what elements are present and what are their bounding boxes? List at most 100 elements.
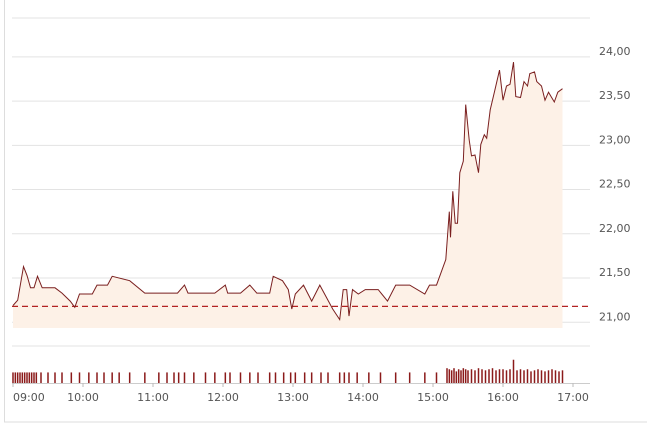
volume-bar xyxy=(344,372,346,383)
y-tick-label: 23,00 xyxy=(599,133,631,146)
volume-bar xyxy=(184,372,186,383)
volume-bar xyxy=(520,369,522,383)
volume-bar xyxy=(488,369,490,383)
volume-bar xyxy=(478,368,480,383)
volume-bar xyxy=(506,370,508,383)
volume-bar xyxy=(36,372,38,383)
volume-bar xyxy=(537,369,539,383)
volume-bar xyxy=(502,369,504,383)
volume-bar xyxy=(225,372,227,383)
volume-bar xyxy=(327,372,329,383)
volume-bar xyxy=(103,372,105,383)
y-tick-label: 23,50 xyxy=(599,89,631,102)
x-tick-label: 12:00 xyxy=(207,391,239,404)
volume-bar xyxy=(548,370,550,383)
volume-bar xyxy=(481,369,483,383)
volume-bar xyxy=(527,369,529,383)
volume-bar xyxy=(257,372,259,383)
volume-bar xyxy=(193,372,195,383)
volume-bar xyxy=(61,372,63,383)
volume-bar xyxy=(458,369,460,383)
volume-bar xyxy=(111,372,113,383)
volume-bar xyxy=(96,372,98,383)
volume-bar xyxy=(467,370,469,383)
x-tick-label: 17:00 xyxy=(557,391,589,404)
volume-bar xyxy=(339,372,341,383)
y-tick-label: 21,50 xyxy=(599,266,631,279)
volume-bar xyxy=(465,369,467,383)
y-tick-label: 22,50 xyxy=(599,178,631,191)
volume-bar xyxy=(523,370,525,383)
volume-bar xyxy=(356,372,358,383)
volume-bar xyxy=(295,372,297,383)
volume-bar xyxy=(33,372,35,383)
volume-bar xyxy=(88,372,90,383)
volume-bar xyxy=(26,372,28,383)
volume-bar xyxy=(240,372,242,383)
volume-bar xyxy=(214,372,216,383)
volume-bar xyxy=(269,372,271,383)
volume-bar xyxy=(492,368,494,383)
y-tick-label: 21,00 xyxy=(599,310,631,323)
volume-bar xyxy=(541,370,543,383)
volume-bar xyxy=(555,370,557,383)
volume-bar xyxy=(15,372,16,383)
volume-bar xyxy=(513,360,515,383)
volume-bar xyxy=(311,372,313,383)
volume-bar xyxy=(47,372,49,383)
volume-bar xyxy=(40,372,42,383)
volume-bar xyxy=(409,372,411,383)
volume-bar xyxy=(31,372,32,383)
volume-bar xyxy=(54,372,56,383)
volume-bar xyxy=(451,370,453,383)
volume-bar xyxy=(166,372,168,383)
y-tick-label: 24,00 xyxy=(599,45,631,58)
volume-bar xyxy=(509,369,511,383)
x-tick-label: 14:00 xyxy=(347,391,379,404)
x-tick-label: 13:00 xyxy=(277,391,309,404)
volume-bar xyxy=(516,370,518,383)
volume-bar xyxy=(173,372,175,383)
volume-bar xyxy=(12,372,14,383)
x-tick-label: 11:00 xyxy=(137,391,169,404)
volume-bar xyxy=(79,372,81,383)
volume-bar xyxy=(456,371,458,383)
volume-bar xyxy=(453,368,455,383)
volume-bar xyxy=(348,372,350,383)
volume-bar xyxy=(436,372,438,383)
volume-bar xyxy=(424,372,426,383)
volume-bar xyxy=(562,370,564,383)
volume-bar xyxy=(22,372,24,383)
volume-bar xyxy=(551,369,553,383)
volume-bar xyxy=(446,368,448,383)
volume-bar xyxy=(474,370,476,383)
volume-bar xyxy=(534,370,536,383)
volume-bar xyxy=(290,372,292,383)
volume-bar xyxy=(530,371,532,383)
volume-bar xyxy=(499,369,501,383)
volume-bar xyxy=(178,372,180,383)
volume-bar xyxy=(460,370,462,383)
x-tick-label: 15:00 xyxy=(417,391,449,404)
volume-bar xyxy=(29,372,31,383)
volume-bar xyxy=(71,372,73,383)
volume-bar xyxy=(558,371,560,383)
volume-bar xyxy=(485,370,487,383)
x-tick-label: 09:00 xyxy=(13,391,45,404)
volume-bar xyxy=(19,372,21,383)
volume-bar xyxy=(144,372,146,383)
y-tick-label: 22,00 xyxy=(599,222,631,235)
volume-bar xyxy=(249,372,251,383)
volume-bar xyxy=(283,372,285,383)
volume-bar xyxy=(229,372,231,383)
volume-bar xyxy=(449,369,451,383)
volume-bar xyxy=(118,372,120,383)
volume-bar xyxy=(129,372,131,383)
volume-bar xyxy=(205,372,207,383)
volume-bar xyxy=(275,372,277,383)
volume-bar xyxy=(471,369,473,383)
volume-bar xyxy=(158,372,160,383)
volume-bar xyxy=(544,371,546,383)
volume-bar xyxy=(463,368,465,383)
